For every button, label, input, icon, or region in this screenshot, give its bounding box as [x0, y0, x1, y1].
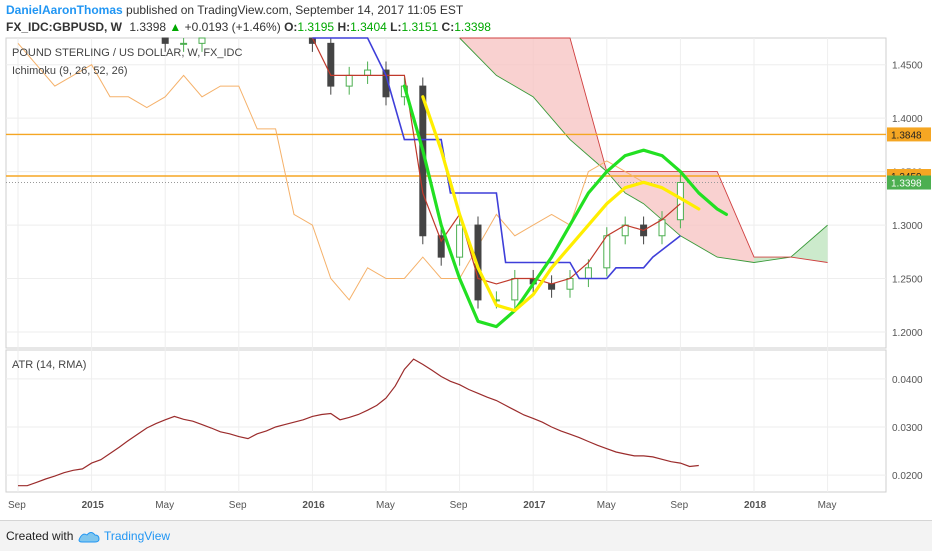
publish-line: DanielAaronThomas published on TradingVi…: [6, 3, 463, 17]
low-label: L:: [390, 20, 402, 34]
candle-body: [456, 224, 464, 258]
high-label: H:: [337, 20, 351, 34]
green-trend-curve: [402, 84, 729, 329]
candle-body: [566, 278, 574, 290]
price-axis-tick: 1.3000: [892, 221, 923, 232]
close-value: 1.3398: [454, 20, 491, 34]
tradingview-logo-icon: [78, 532, 100, 543]
candle-body: [180, 42, 188, 45]
candle-body: [603, 235, 611, 269]
time-axis-tick: May: [597, 500, 616, 511]
tradingview-brand-link[interactable]: TradingView: [104, 529, 171, 543]
chart-title: POUND STERLING / US DOLLAR, W, FX_IDC: [12, 47, 242, 59]
candle-body: [161, 37, 169, 44]
time-axis-tick: Sep: [229, 500, 247, 511]
publish-info: published on TradingView.com, September …: [126, 3, 464, 17]
candle-body: [198, 37, 206, 44]
price-axis-tick: 1.2500: [892, 275, 923, 286]
candle-body: [364, 69, 372, 76]
candle-body: [511, 278, 519, 301]
atr-axis-tick: 0.0200: [892, 471, 923, 482]
candle-body: [658, 219, 666, 237]
senkou-span-a-line: [459, 37, 828, 263]
time-axis-tick: Sep: [450, 500, 468, 511]
price-tag-label: 1.3398: [891, 179, 922, 190]
price-panel: [5, 37, 887, 349]
price-tag-label: 1.3848: [891, 130, 922, 141]
time-axis-tick: 2018: [744, 500, 767, 511]
up-arrow-icon: ▲: [169, 20, 182, 34]
time-axis-tick: May: [155, 500, 174, 511]
footer-bar: Created with TradingView: [0, 520, 932, 551]
price-tag: [887, 127, 931, 142]
time-axis-tick: Sep: [670, 500, 688, 511]
senkou-span-b-line: [459, 37, 828, 263]
price-axis-tick: 1.4000: [892, 114, 923, 125]
ichimoku-cloud-bullish: [754, 225, 828, 263]
time-axis-tick: May: [818, 500, 837, 511]
created-with-label: Created with: [6, 529, 74, 543]
price-axis-tick: 1.4500: [892, 61, 923, 72]
time-axis-tick: 2017: [523, 500, 546, 511]
chikou-span-line: [17, 42, 644, 301]
open-value: 1.3195: [297, 20, 335, 34]
change-value: +0.0193 (+1.46%): [184, 20, 281, 34]
high-value: 1.3404: [350, 20, 387, 34]
time-axis-tick: May: [376, 500, 395, 511]
tenkan-sen-line: [311, 37, 681, 285]
candle-body: [327, 42, 335, 87]
atr-axis-tick: 0.0300: [892, 423, 923, 434]
kijun-sen-line: [312, 37, 681, 280]
indicator-label: Ichimoku (9, 26, 52, 26): [12, 65, 128, 77]
candle-body: [584, 267, 592, 280]
author-link[interactable]: DanielAaronThomas: [6, 3, 123, 17]
ohlc-line: FX_IDC:GBPUSD, W 1.3398 ▲ +0.0193 (+1.46…: [6, 20, 491, 34]
atr-line: [18, 358, 699, 487]
time-axis-tick: 2015: [82, 500, 105, 511]
last-price: 1.3398: [129, 20, 167, 34]
time-axis-tick: Sep: [8, 500, 26, 511]
atr-axis-tick: 0.0400: [892, 375, 923, 386]
candle-body: [345, 74, 353, 87]
symbol-label: FX_IDC:GBPUSD, W: [6, 20, 123, 34]
atr-title: ATR (14, RMA): [12, 359, 86, 371]
chart-area[interactable]: 1.20001.25001.30001.35001.40001.45000.02…: [0, 0, 932, 520]
candle-body: [437, 235, 445, 258]
yellow-trend-curve: [421, 95, 701, 313]
time-axis-tick: 2016: [302, 500, 325, 511]
atr-panel: [5, 349, 887, 493]
open-label: O:: [284, 20, 298, 34]
candle-body: [548, 283, 556, 290]
price-tag: [887, 175, 931, 190]
close-label: C:: [441, 20, 455, 34]
low-value: 1.3151: [401, 20, 439, 34]
price-axis-tick: 1.2000: [892, 328, 923, 339]
